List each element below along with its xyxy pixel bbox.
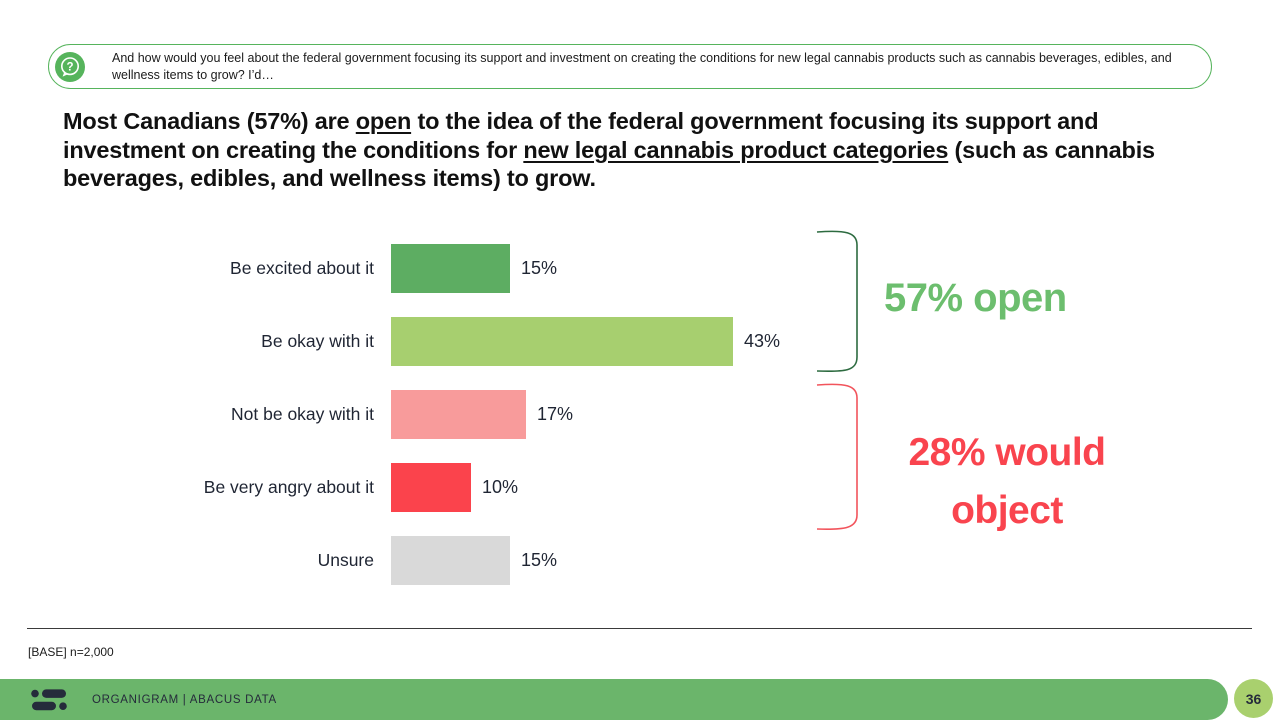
bar-row: Be excited about it 15% [0,244,820,293]
bar-value-label: 17% [537,404,574,424]
headline-part1: Most Canadians (57%) are [63,108,356,134]
bar-category-label: Be very angry about it [203,477,374,497]
bar [391,244,510,293]
object-bracket [816,383,858,531]
bar [391,390,526,439]
bar-value-label: 10% [482,477,519,497]
question-text: And how would you feel about the federal… [112,51,1172,82]
svg-text:?: ? [66,61,73,73]
headline: Most Canadians (57%) are open to the ide… [63,107,1218,193]
open-bracket [816,230,858,373]
headline-part3: (such as cannabis beverages, edibles, an… [63,136,1155,192]
page-number-badge: 36 [1234,679,1273,718]
base-note: [BASE] n=2,000 [28,645,114,659]
bar [391,317,733,366]
headline-underline-categories: new legal cannabis product categories [523,136,949,163]
bar-row: Not be okay with it 17% [0,390,820,439]
bar-row: Unsure 15% [0,536,820,585]
headline-part2: to the idea of the federal government fo… [63,108,1099,163]
brackets [816,230,858,531]
brand-logo-icon [31,688,67,710]
open-annotation: 57% open [884,276,1067,320]
bar-row: Be very angry about it 10% [0,463,820,512]
bar-value-label: 15% [521,258,558,278]
footer-bar: ORGANIGRAM | ABACUS DATA [0,679,1228,720]
bar-row: Be okay with it 43% [0,317,820,366]
bar-chart: Be excited about it 15% Be okay with it 43%… [0,244,820,609]
question-box: ? And how would you feel about the feder… [48,44,1212,89]
bar-value-label: 15% [521,550,558,570]
bar-category-label: Be excited about it [230,258,374,278]
divider-line [27,628,1252,629]
bar [391,463,471,512]
bar-category-label: Unsure [317,550,374,570]
brand-text: ORGANIGRAM | ABACUS DATA [92,693,277,706]
bar-category-label: Not be okay with it [231,404,374,424]
bar-value-label: 43% [744,331,781,351]
bar [391,536,510,585]
bar-category-label: Be okay with it [261,331,374,351]
headline-underline-open: open [355,108,412,134]
object-annotation: 28% would object [908,431,1106,532]
question-bubble-icon: ? [55,51,85,82]
